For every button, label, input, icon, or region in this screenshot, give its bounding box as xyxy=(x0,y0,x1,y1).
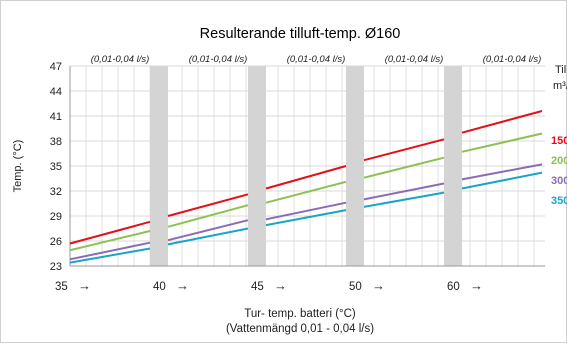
panel-arrow: → xyxy=(470,278,483,293)
series-300-line xyxy=(167,219,249,242)
series-150-line xyxy=(363,138,445,162)
series-300-line xyxy=(461,163,543,181)
panel-flow-label: (0,01-0,04 l/s) xyxy=(91,54,150,65)
chart-title: Resulterande tilluft-temp. Ø160 xyxy=(200,26,401,42)
x-axis-label: Tur- temp. batteri (°C) xyxy=(244,308,356,320)
panel-flow-label: (0,01-0,04 l/s) xyxy=(189,54,248,65)
legend-item: 150 xyxy=(551,135,567,147)
y-tick-label: 23 xyxy=(50,261,62,273)
panel-flow-label: (0,01-0,04 l/s) xyxy=(287,54,346,65)
series-300-line xyxy=(69,241,151,261)
legend-item: 300 xyxy=(551,175,567,187)
x-axis-label-subtitle: (Vattenmängd 0,01 - 0,04 l/s) xyxy=(226,323,374,335)
panel-separator xyxy=(150,66,168,266)
series-200-line xyxy=(69,230,151,252)
legend-title-unit: m³/ xyxy=(553,80,567,92)
y-tick-label: 32 xyxy=(50,186,62,198)
series-200-line xyxy=(461,132,543,153)
panel-separator xyxy=(248,66,266,266)
series-200-line xyxy=(363,156,445,179)
series-350-line xyxy=(167,227,249,246)
series-200-line xyxy=(265,180,347,204)
series-300-line xyxy=(265,201,347,221)
series-350-line xyxy=(461,171,543,190)
panel-temp-label: 35 xyxy=(55,281,68,293)
panel-temp-label: 60 xyxy=(447,281,460,293)
y-tick-label: 44 xyxy=(50,86,62,98)
series-150-line xyxy=(167,193,249,217)
legend-item: 350 xyxy=(551,195,567,207)
panel-arrow: → xyxy=(372,278,385,293)
panel-arrow: → xyxy=(176,278,189,293)
panel-separator xyxy=(444,66,462,266)
panel-arrow: → xyxy=(78,278,91,293)
series-150-line xyxy=(461,110,543,134)
series-350-line xyxy=(69,247,151,264)
panel-temp-label: 50 xyxy=(349,281,362,293)
y-tick-label: 35 xyxy=(50,161,62,173)
y-axis-label: Temp. (°C) xyxy=(12,140,24,193)
series-350-line xyxy=(265,209,347,227)
panel-arrow: → xyxy=(274,278,287,293)
series-350-line xyxy=(363,191,445,208)
legend-item: 200 xyxy=(551,155,567,167)
panel-separator xyxy=(346,66,364,266)
panel-temp-label: 40 xyxy=(153,281,166,293)
series-300-line xyxy=(363,182,445,201)
panel-flow-label: (0,01-0,04 l/s) xyxy=(385,54,444,65)
series-200-line xyxy=(167,204,249,228)
panel-flow-label: (0,01-0,04 l/s) xyxy=(483,54,542,65)
y-tick-label: 29 xyxy=(50,211,62,223)
series-150-line xyxy=(265,165,347,190)
y-tick-label: 38 xyxy=(50,136,62,148)
series-150-line xyxy=(69,220,151,245)
y-tick-label: 41 xyxy=(50,111,62,123)
y-tick-label: 26 xyxy=(50,236,62,248)
y-tick-label: 47 xyxy=(50,61,62,73)
panel-temp-label: 45 xyxy=(251,281,264,293)
legend-title: Tillu xyxy=(555,64,567,76)
